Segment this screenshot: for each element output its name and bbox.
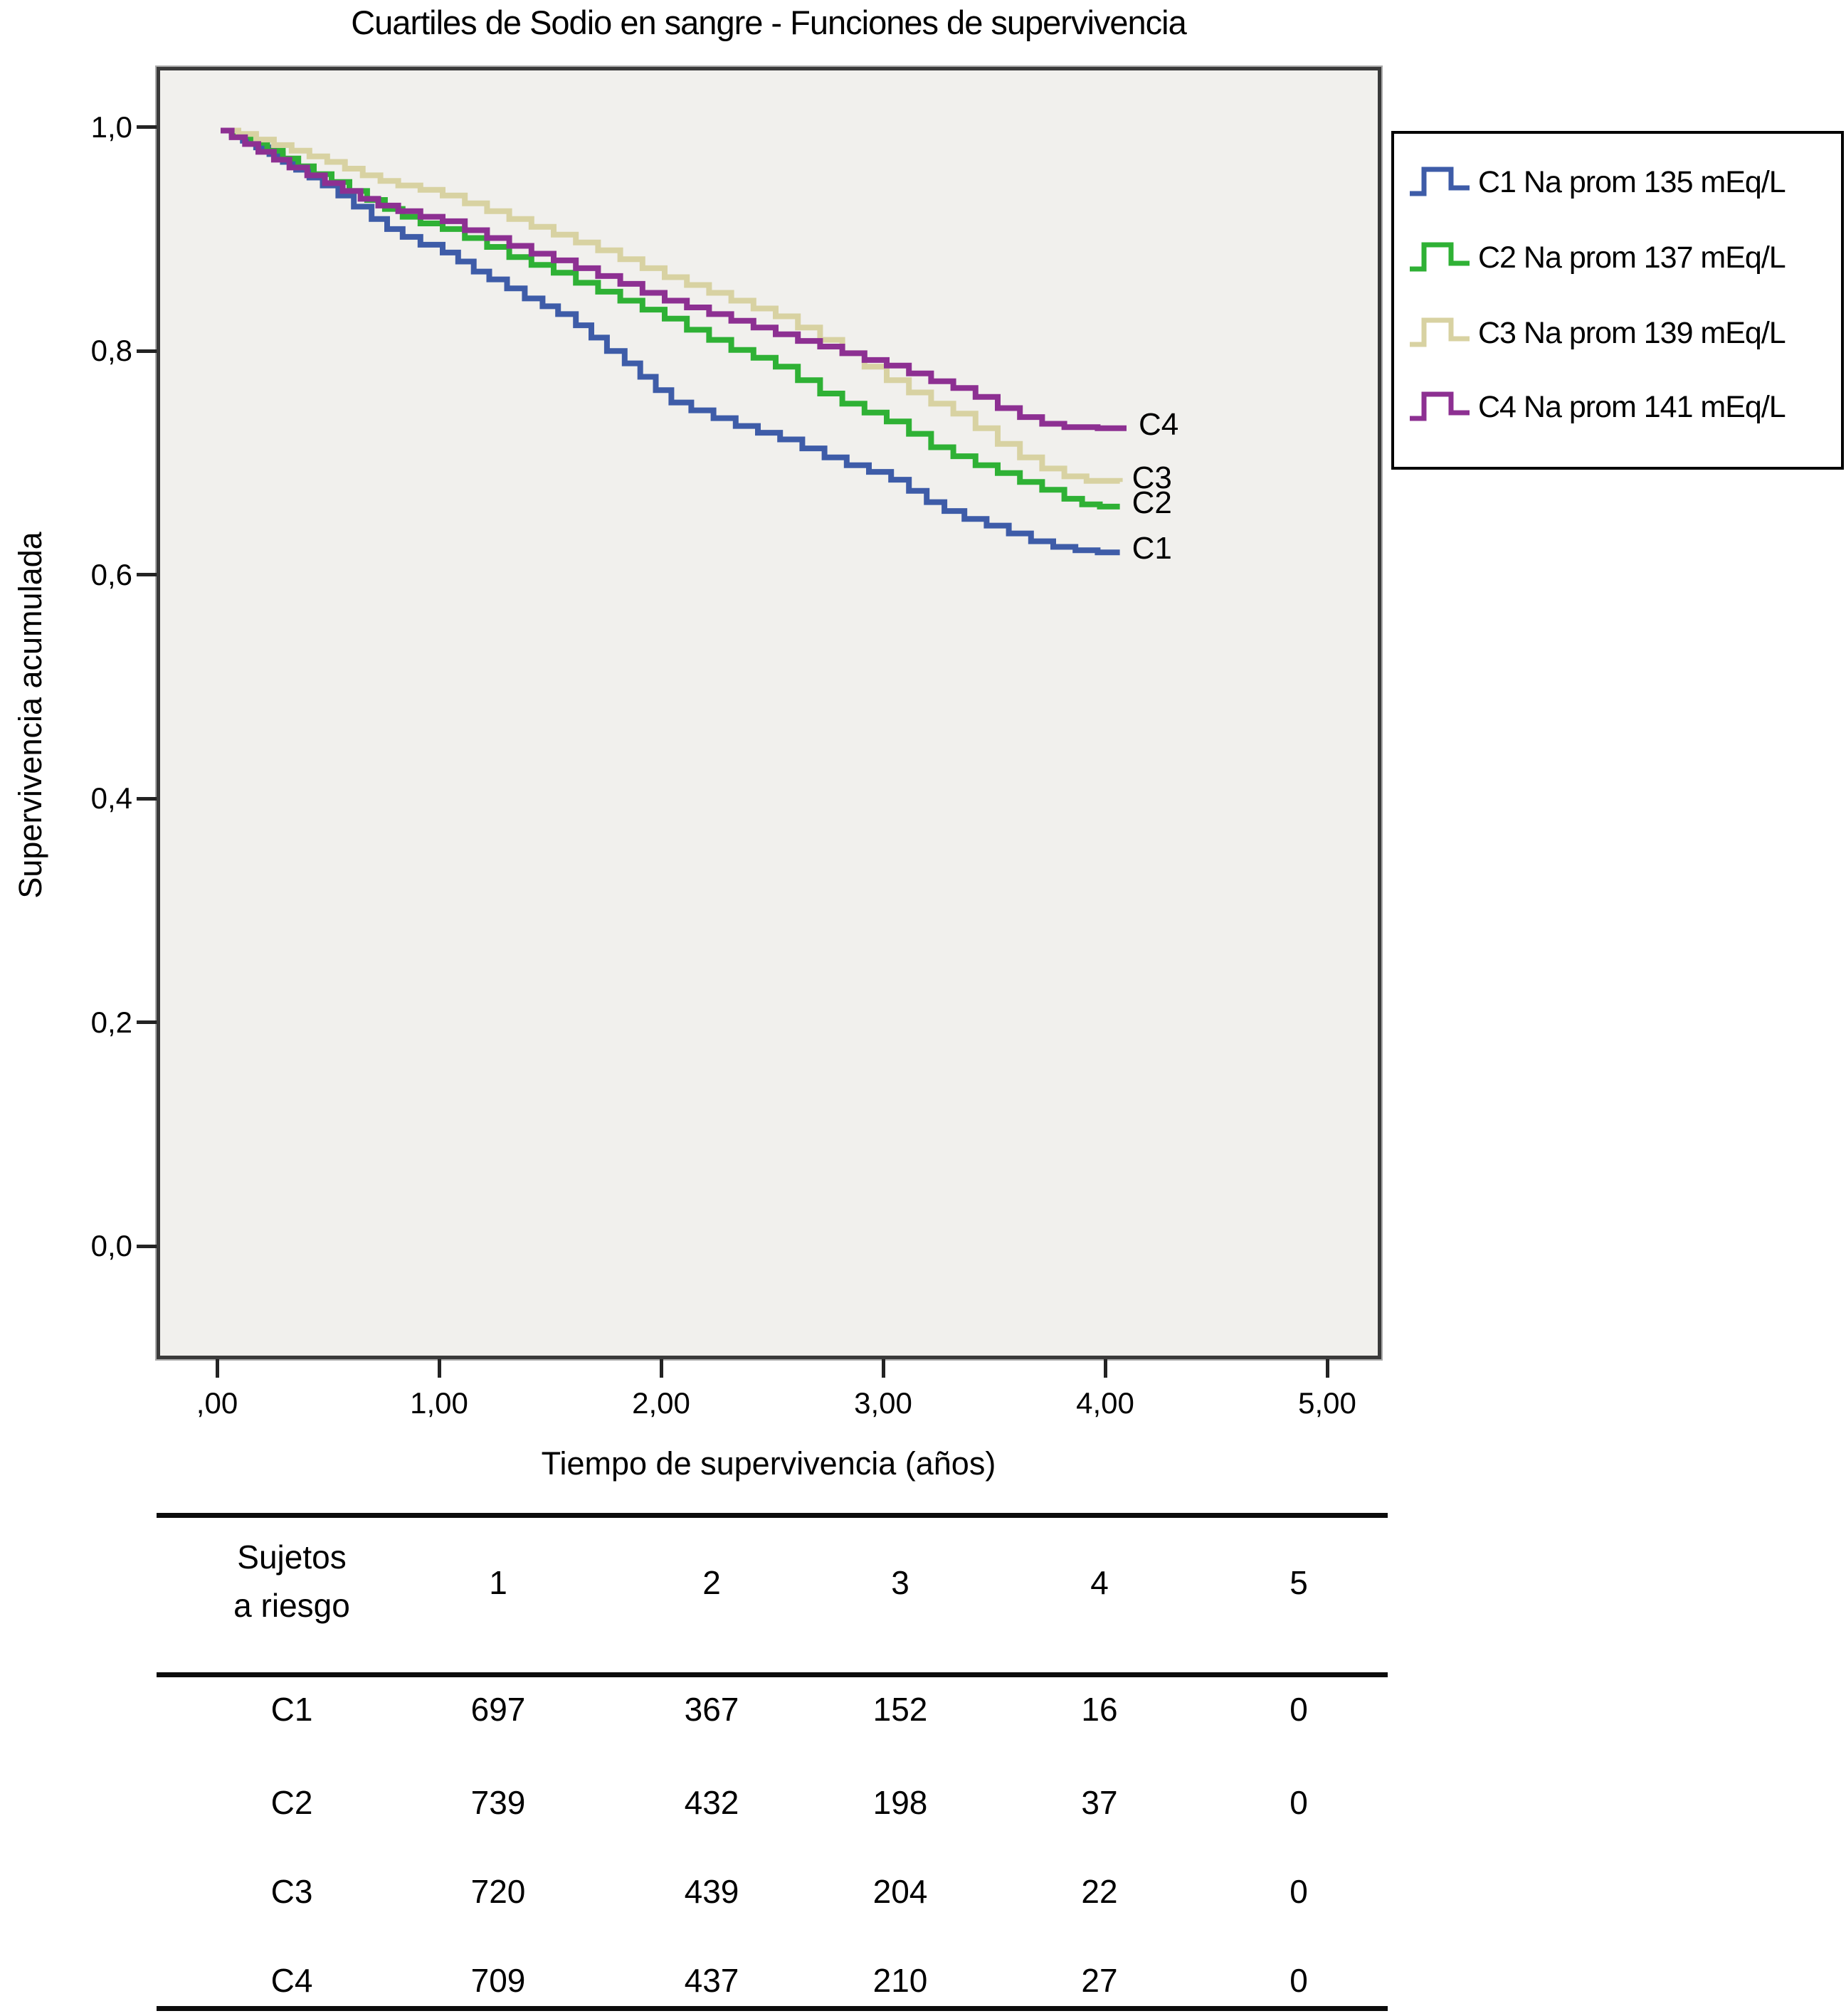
risk-table-header-line1: Sujetos bbox=[237, 1539, 347, 1576]
risk-cell-C1-1: 697 bbox=[470, 1691, 526, 1728]
x-tick-label: ,00 bbox=[196, 1386, 238, 1420]
y-tick-mark bbox=[137, 573, 157, 576]
x-tick-mark bbox=[659, 1359, 663, 1378]
risk-col-header-5: 5 bbox=[1289, 1564, 1308, 1601]
legend-step-line-icon bbox=[1410, 317, 1470, 347]
curve-end-label-C2: C2 bbox=[1132, 485, 1172, 520]
risk-cell-C3-5: 0 bbox=[1289, 1873, 1308, 1910]
risk-col-header-1: 1 bbox=[489, 1564, 507, 1601]
legend-item-C2: C2 Na prom 137 mEq/L bbox=[1407, 221, 1834, 295]
y-tick-label: 0,4 bbox=[90, 781, 132, 815]
risk-cell-C2-1: 739 bbox=[470, 1784, 526, 1821]
x-tick-label: 2,00 bbox=[632, 1386, 690, 1420]
risk-cell-C4-1: 709 bbox=[470, 1962, 526, 1999]
risk-col-header-2: 2 bbox=[702, 1564, 721, 1601]
legend-label: C4 Na prom 141 mEq/L bbox=[1478, 389, 1786, 424]
risk-row-label-C2: C2 bbox=[270, 1784, 313, 1821]
legend-label: C3 Na prom 139 mEq/L bbox=[1478, 315, 1786, 350]
legend: C1 Na prom 135 mEq/L C2 Na prom 137 mEq/L… bbox=[1391, 131, 1844, 470]
y-tick-label: 0,8 bbox=[90, 334, 132, 367]
y-tick-mark bbox=[137, 125, 157, 129]
curve-end-label-C3: C3 bbox=[1132, 460, 1172, 496]
legend-label: C1 Na prom 135 mEq/L bbox=[1478, 164, 1786, 199]
table-rule-top bbox=[157, 1513, 1388, 1518]
legend-item-C4: C4 Na prom 141 mEq/L bbox=[1407, 370, 1834, 444]
x-tick-label: 5,00 bbox=[1298, 1386, 1356, 1420]
risk-cell-C1-2: 367 bbox=[684, 1691, 739, 1728]
risk-cell-C1-3: 152 bbox=[872, 1691, 928, 1728]
risk-col-header-3: 3 bbox=[891, 1564, 909, 1601]
risk-row-label-C4: C4 bbox=[270, 1962, 313, 1999]
curve-end-label-C1: C1 bbox=[1132, 531, 1172, 566]
chart-title: Cuartiles de Sodio en sangre - Funciones… bbox=[351, 4, 1187, 41]
legend-step-line-icon bbox=[1410, 242, 1470, 272]
risk-cell-C2-3: 198 bbox=[872, 1784, 928, 1821]
risk-cell-C3-3: 204 bbox=[872, 1873, 928, 1910]
x-tick-label: 1,00 bbox=[410, 1386, 468, 1420]
legend-item-C3: C3 Na prom 139 mEq/L bbox=[1407, 296, 1834, 370]
risk-table-header-line2: a riesgo bbox=[233, 1587, 350, 1624]
y-tick-label: 1,0 bbox=[90, 110, 132, 144]
legend-step-line-icon bbox=[1410, 391, 1470, 421]
legend-step-line-icon bbox=[1410, 167, 1470, 196]
x-tick-mark bbox=[437, 1359, 441, 1378]
survival-curves-svg bbox=[221, 127, 1127, 556]
table-rule-mid bbox=[157, 1672, 1388, 1677]
risk-cell-C4-4: 27 bbox=[1081, 1962, 1118, 1999]
y-tick-label: 0,6 bbox=[90, 557, 132, 591]
risk-cell-C1-4: 16 bbox=[1081, 1691, 1118, 1728]
risk-cell-C3-4: 22 bbox=[1081, 1873, 1118, 1910]
curve-end-label-C4: C4 bbox=[1138, 406, 1179, 442]
legend-label: C2 Na prom 137 mEq/L bbox=[1478, 240, 1786, 275]
x-tick-mark bbox=[215, 1359, 219, 1378]
x-tick-mark bbox=[1103, 1359, 1107, 1378]
risk-cell-C1-5: 0 bbox=[1289, 1691, 1308, 1728]
y-tick-mark bbox=[137, 349, 157, 353]
x-tick-mark bbox=[881, 1359, 885, 1378]
risk-cell-C2-2: 432 bbox=[684, 1784, 739, 1821]
survival-curve-C1 bbox=[221, 127, 1120, 556]
survival-curve-C4 bbox=[221, 127, 1127, 431]
x-tick-mark bbox=[1325, 1359, 1329, 1378]
risk-cell-C4-5: 0 bbox=[1289, 1962, 1308, 1999]
risk-cell-C4-3: 210 bbox=[872, 1962, 928, 1999]
y-axis-title: Supervivencia acumulada bbox=[12, 532, 48, 899]
risk-cell-C3-1: 720 bbox=[470, 1873, 526, 1910]
x-tick-label: 3,00 bbox=[854, 1386, 912, 1420]
y-tick-label: 0,2 bbox=[90, 1005, 132, 1039]
survival-curve-C3 bbox=[221, 127, 1123, 484]
y-tick-mark bbox=[137, 796, 157, 801]
table-rule-bottom bbox=[157, 2006, 1388, 2011]
legend-item-C1: C1 Na prom 135 mEq/L bbox=[1407, 145, 1834, 219]
x-tick-label: 4,00 bbox=[1076, 1386, 1134, 1420]
risk-cell-C2-4: 37 bbox=[1081, 1784, 1118, 1821]
risk-cell-C2-5: 0 bbox=[1289, 1784, 1308, 1821]
risk-row-label-C1: C1 bbox=[270, 1691, 313, 1728]
y-tick-mark bbox=[137, 1020, 157, 1024]
x-axis-title: Tiempo de supervivencia (años) bbox=[541, 1445, 996, 1482]
risk-col-header-4: 4 bbox=[1090, 1564, 1109, 1601]
plot-area bbox=[157, 67, 1381, 1359]
survival-curve-C2 bbox=[221, 127, 1120, 510]
y-tick-mark bbox=[137, 1244, 157, 1248]
risk-cell-C3-2: 439 bbox=[684, 1873, 739, 1910]
risk-cell-C4-2: 437 bbox=[684, 1962, 739, 1999]
risk-row-label-C3: C3 bbox=[270, 1873, 313, 1910]
y-tick-label: 0,0 bbox=[90, 1229, 132, 1262]
